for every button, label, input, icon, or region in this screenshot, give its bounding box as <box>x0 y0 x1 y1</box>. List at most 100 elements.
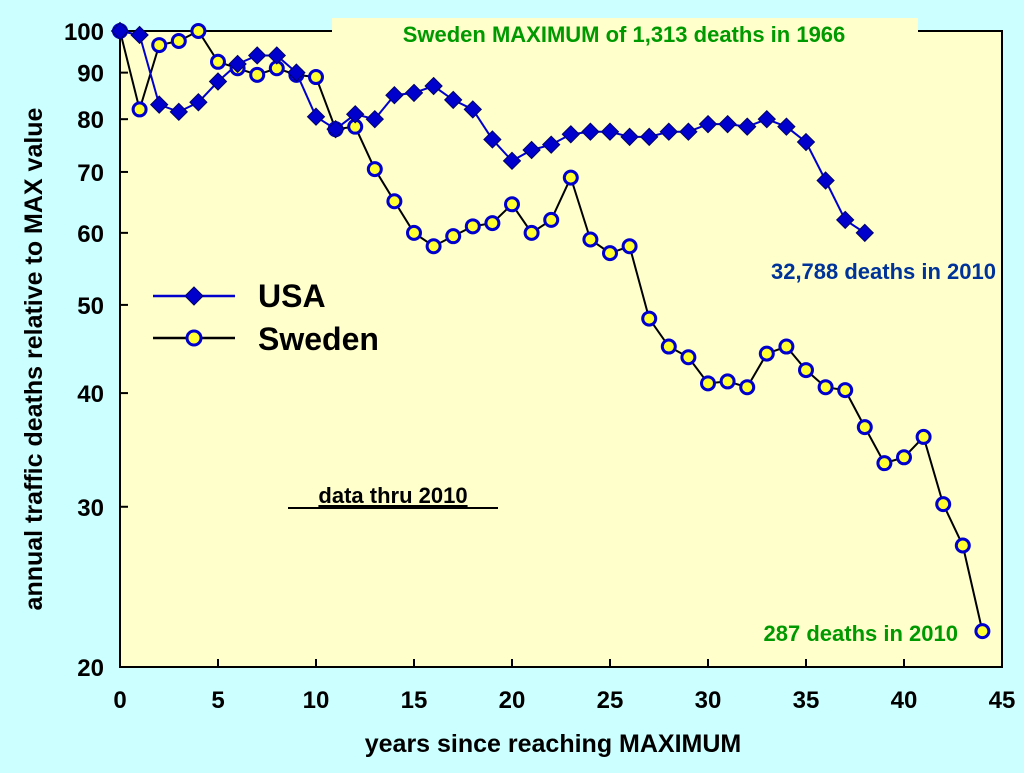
data-point-usa <box>483 130 502 149</box>
annotation-background <box>332 18 918 48</box>
data-point-sweden <box>582 231 599 248</box>
data-point-sweden <box>386 193 403 210</box>
data-point-usa <box>835 210 855 230</box>
data-point-usa <box>130 25 149 45</box>
data-point-sweden <box>896 449 912 466</box>
y-axis-title: annual traffic deaths relative to MAX va… <box>20 107 48 610</box>
x-tick-label: 25 <box>597 687 624 714</box>
y-tick-label: 80 <box>77 107 104 134</box>
x-tick-label: 30 <box>695 687 722 714</box>
x-tick-label: 20 <box>499 687 526 714</box>
annotation-sweden-2010: 287 deaths in 2010 <box>764 621 958 646</box>
legend-marker-usa <box>184 286 204 306</box>
data-point-usa <box>169 102 189 122</box>
data-point-sweden <box>249 66 266 83</box>
annotation-usa-2010: 32,788 deaths in 2010 <box>771 259 996 284</box>
y-tick-label: 50 <box>77 293 104 320</box>
data-point-usa <box>228 54 247 74</box>
data-point-usa <box>796 132 816 152</box>
data-point-sweden <box>700 375 716 392</box>
data-point-usa <box>737 117 757 136</box>
data-point-usa <box>208 72 228 91</box>
data-point-usa <box>306 107 326 126</box>
legend-label-usa: USA <box>258 278 326 314</box>
data-point-sweden <box>817 379 834 396</box>
data-point-sweden <box>425 238 442 255</box>
y-tick-label: 40 <box>77 381 104 408</box>
data-point-usa <box>149 95 169 114</box>
data-point-usa <box>522 140 541 160</box>
data-point-usa <box>718 114 737 134</box>
data-point-sweden <box>151 37 168 54</box>
data-point-sweden <box>680 349 697 366</box>
x-tick-label: 45 <box>989 687 1016 714</box>
annotation-data-thru: data thru 2010 <box>318 483 467 508</box>
data-point-sweden <box>954 537 971 554</box>
data-point-usa <box>247 46 267 65</box>
y-tick-label: 60 <box>77 221 104 248</box>
x-axis-title: years since reaching MAXIMUM <box>365 730 742 758</box>
data-point-sweden <box>602 245 618 262</box>
x-tick-label: 10 <box>303 687 330 714</box>
data-point-sweden <box>974 623 991 640</box>
x-tick-label: 0 <box>113 687 126 714</box>
data-point-sweden <box>856 419 873 436</box>
data-point-sweden <box>621 238 638 255</box>
data-point-sweden <box>543 211 560 228</box>
x-tick-label: 40 <box>891 687 918 714</box>
x-tick-label: 35 <box>793 687 820 714</box>
data-point-usa <box>326 119 345 139</box>
legend-label-sweden: Sweden <box>258 321 379 357</box>
data-point-sweden <box>445 228 462 245</box>
legend-marker-sweden <box>185 329 203 347</box>
data-point-sweden <box>641 310 658 327</box>
data-point-usa <box>639 127 659 147</box>
data-point-usa <box>502 151 522 171</box>
data-point-usa <box>424 76 443 96</box>
data-point-sweden <box>170 33 187 50</box>
data-point-sweden <box>464 218 481 235</box>
data-point-usa <box>777 117 796 136</box>
y-tick-label: 100 <box>64 19 104 46</box>
data-point-sweden <box>660 338 677 355</box>
data-point-sweden <box>308 69 324 86</box>
data-point-sweden <box>798 362 814 379</box>
data-point-usa <box>757 109 777 129</box>
data-point-usa <box>600 122 620 141</box>
data-point-usa <box>385 86 404 105</box>
data-point-sweden <box>778 338 795 355</box>
data-point-usa <box>679 122 698 141</box>
data-point-sweden <box>210 53 226 70</box>
data-point-usa <box>189 93 208 112</box>
x-tick-label: 5 <box>211 687 224 714</box>
data-point-usa <box>463 100 483 119</box>
data-point-usa <box>443 90 463 110</box>
data-point-sweden <box>523 224 540 241</box>
data-point-usa <box>855 223 875 243</box>
data-point-usa <box>404 83 424 103</box>
data-point-usa <box>816 171 835 190</box>
data-point-sweden <box>406 224 422 241</box>
y-tick-label: 30 <box>77 495 104 522</box>
data-point-sweden <box>366 161 383 178</box>
data-point-sweden <box>562 169 579 186</box>
data-point-usa <box>345 105 365 124</box>
y-tick-label: 20 <box>77 655 104 682</box>
y-tick-label: 90 <box>77 61 104 88</box>
y-tick-label: 70 <box>77 160 104 187</box>
data-point-usa <box>620 127 639 147</box>
data-point-sweden <box>719 373 736 390</box>
data-point-sweden <box>739 379 756 396</box>
annotation-sweden-max: Sweden MAXIMUM of 1,313 deaths in 1966 <box>403 22 846 47</box>
data-point-sweden <box>190 23 207 39</box>
plot-area <box>119 30 1003 668</box>
data-point-usa <box>287 63 306 82</box>
x-tick-label: 15 <box>401 687 428 714</box>
data-point-sweden <box>504 196 520 213</box>
data-point-usa <box>110 21 130 41</box>
data-point-usa <box>561 125 581 144</box>
data-point-sweden <box>915 428 932 445</box>
data-point-sweden <box>758 345 775 362</box>
